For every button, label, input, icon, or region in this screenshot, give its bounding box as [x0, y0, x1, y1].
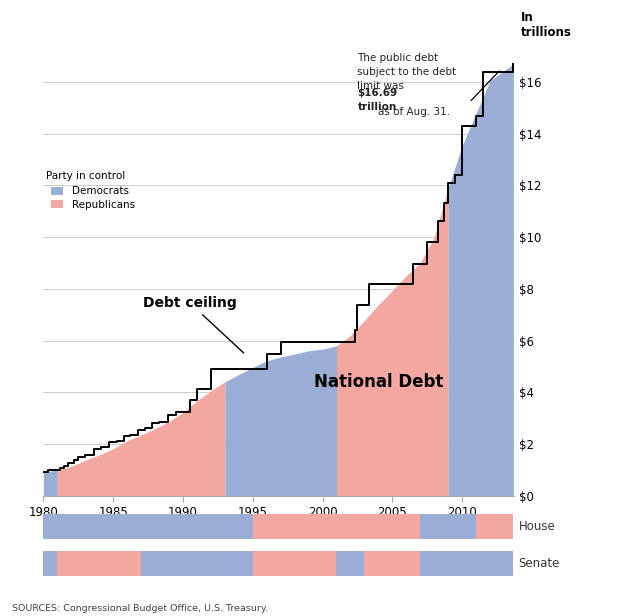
Bar: [141, 551, 253, 576]
Legend: Democrats, Republicans: Democrats, Republicans: [51, 187, 135, 209]
Text: SOURCES: Congressional Budget Office, U.S. Treasury.: SOURCES: Congressional Budget Office, U.…: [12, 604, 269, 613]
Bar: [253, 551, 337, 576]
Bar: [420, 514, 476, 539]
Bar: [253, 514, 420, 539]
Text: Party in control: Party in control: [46, 171, 125, 181]
Text: as of Aug. 31.: as of Aug. 31.: [378, 107, 450, 116]
Bar: [43, 514, 253, 539]
Bar: [58, 551, 141, 576]
Bar: [337, 551, 365, 576]
Text: $16.69
trillion: $16.69 trillion: [357, 88, 397, 112]
Bar: [43, 551, 58, 576]
Bar: [365, 551, 420, 576]
Text: Debt ceiling: Debt ceiling: [143, 296, 244, 353]
Text: National Debt: National Debt: [314, 373, 443, 391]
Text: House: House: [519, 520, 555, 533]
Text: In
trillions: In trillions: [521, 10, 572, 39]
Text: Senate: Senate: [519, 557, 560, 570]
Bar: [476, 514, 513, 539]
Text: The public debt
subject to the debt
limit was: The public debt subject to the debt limi…: [357, 54, 457, 91]
Bar: [420, 551, 513, 576]
